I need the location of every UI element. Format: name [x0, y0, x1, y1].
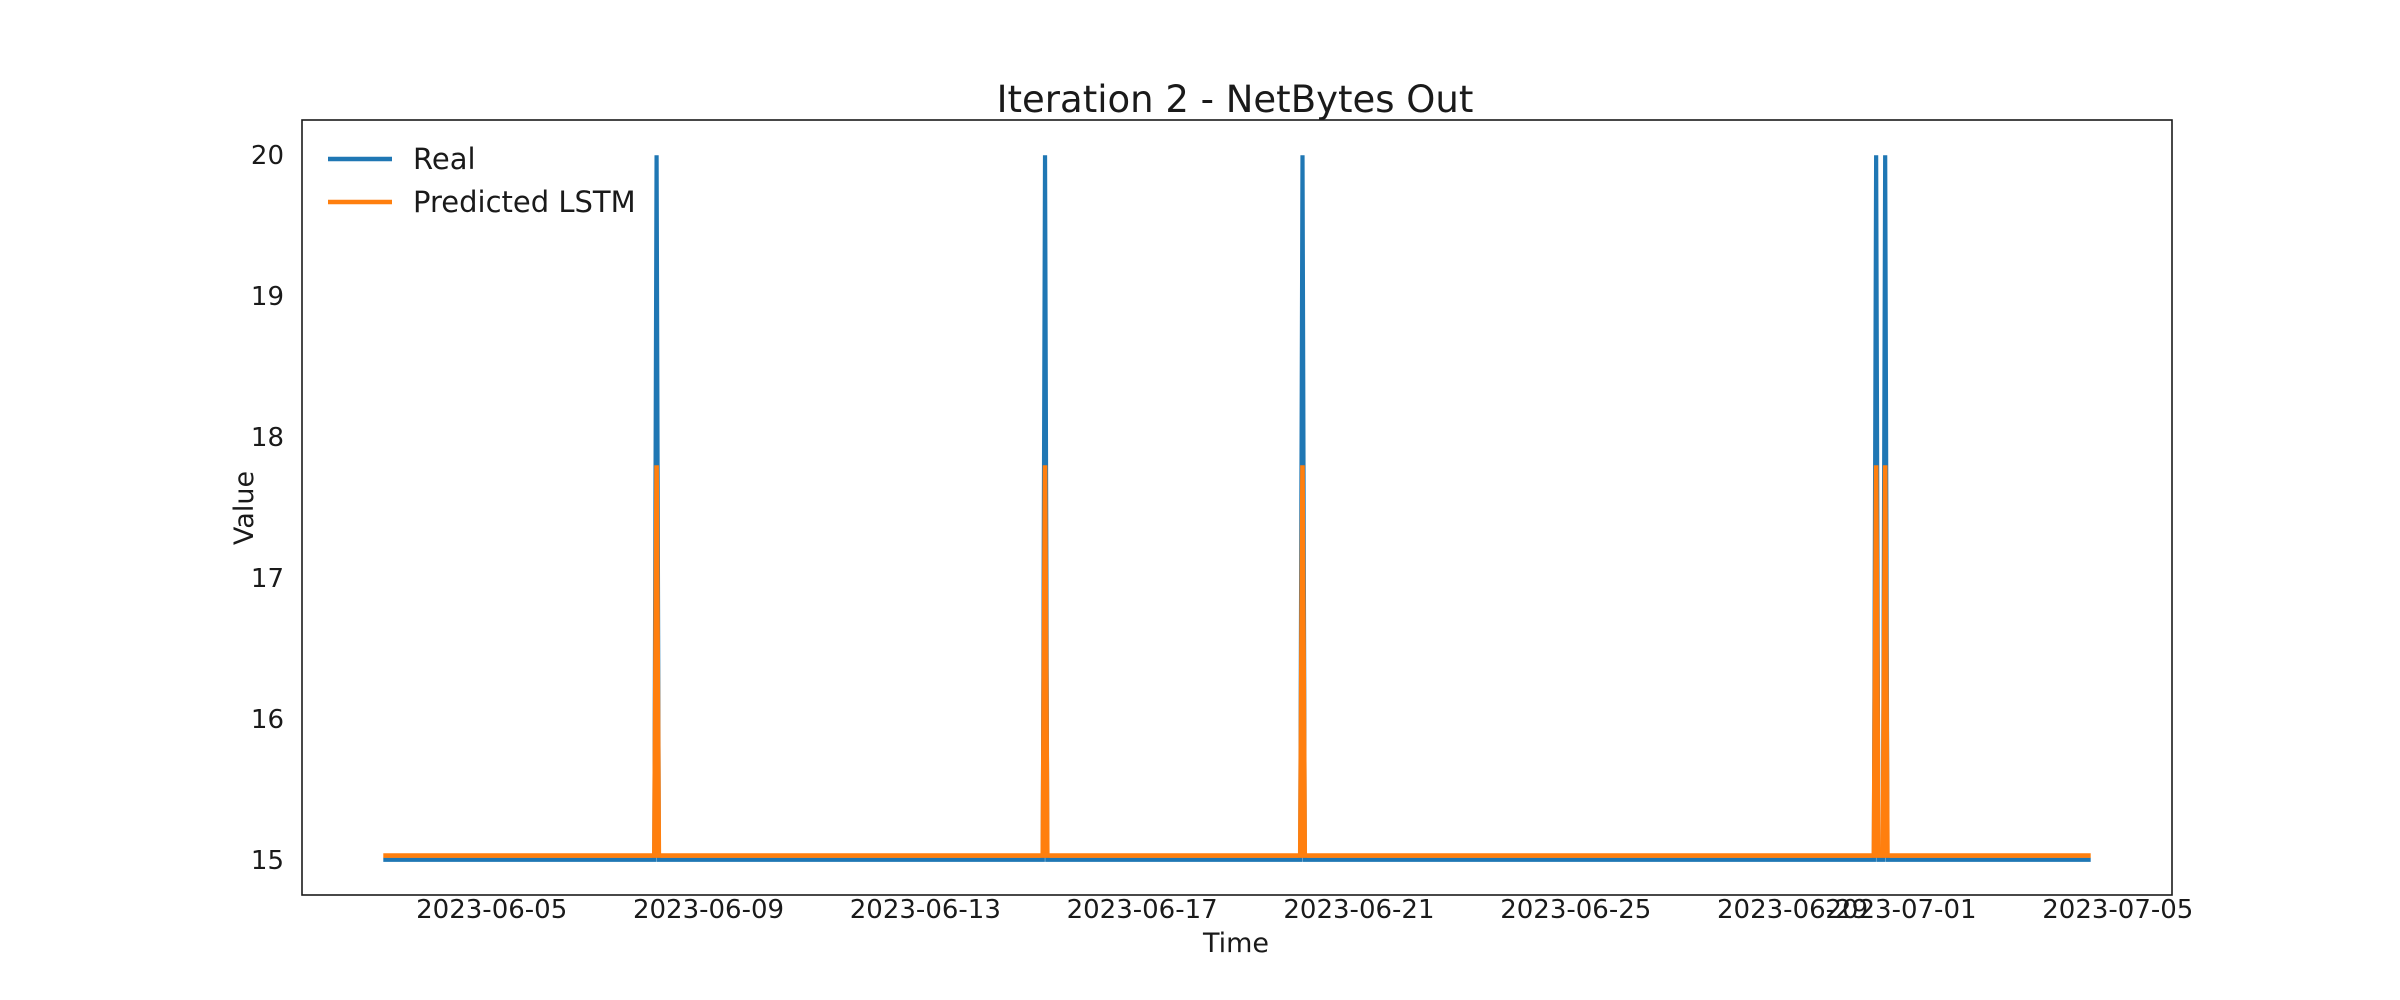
x-tick-label: 2023-06-13 — [850, 895, 1001, 925]
x-tick-label: 2023-06-29 — [1717, 895, 1868, 925]
y-tick-label: 16 — [251, 705, 284, 735]
series-layer — [383, 155, 2091, 862]
y-tick-label: 19 — [251, 282, 284, 312]
x-tick-label: 2023-06-25 — [1500, 895, 1651, 925]
x-tick-label: 2023-07-05 — [2042, 895, 2193, 925]
y-tick-label: 20 — [251, 141, 284, 171]
legend: Real Predicted LSTM — [328, 142, 636, 219]
legend-entry-label: Predicted LSTM — [413, 185, 636, 219]
y-tick-label: 18 — [251, 423, 284, 453]
x-tick-label: 2023-06-17 — [1067, 895, 1218, 925]
y-tick-label: 15 — [251, 846, 284, 876]
chart-title: Iteration 2 - NetBytes Out — [997, 78, 1474, 121]
x-tick-label: 2023-07-01 — [1825, 895, 1976, 925]
y-axis-label: Value — [229, 471, 260, 545]
y-axis: 15 16 17 18 19 20 — [251, 141, 284, 876]
legend-entry-label: Real — [413, 142, 476, 176]
plot-area — [301, 119, 2173, 896]
series-line-predicted-lstm — [383, 465, 2091, 858]
x-tick-label: 2023-06-21 — [1283, 895, 1434, 925]
plot-frame — [301, 119, 2173, 896]
x-tick-label: 2023-06-09 — [633, 895, 784, 925]
x-tick-label: 2023-06-05 — [416, 895, 567, 925]
x-axis-label: Time — [1202, 928, 1269, 959]
x-axis: 2023-06-05 2023-06-09 2023-06-13 2023-06-17… — [416, 895, 2193, 925]
y-tick-label: 17 — [251, 564, 284, 594]
